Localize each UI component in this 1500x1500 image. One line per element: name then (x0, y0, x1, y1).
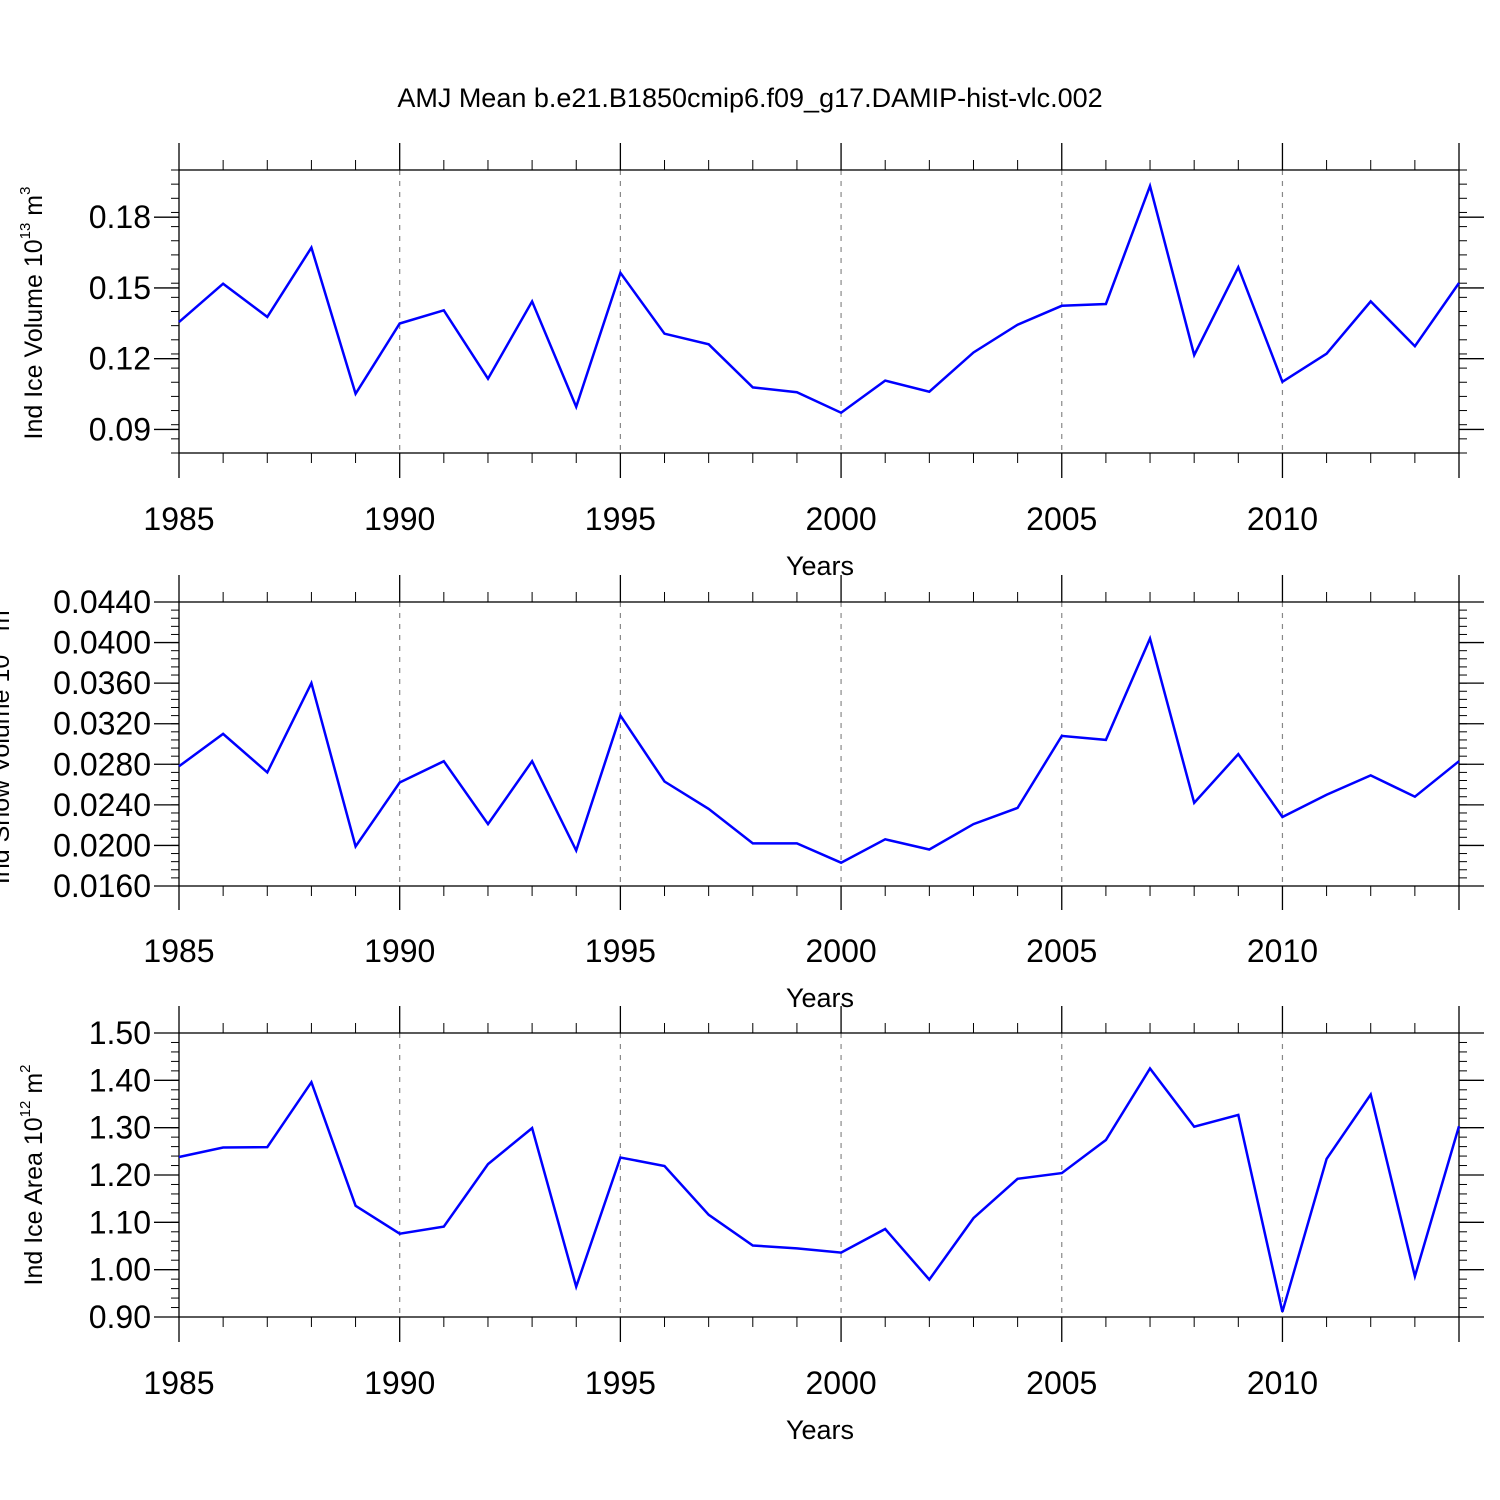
panel-1-ylabel-main: Ind Snow Volume 10 (0, 655, 15, 884)
panel-1-ylabel: Ind Snow Volume 1013 m3 (0, 602, 15, 884)
panel-0-series-line (178, 181, 1461, 415)
panel-0-y-tick-label: 0.12 (89, 341, 151, 377)
panel-0-x-tick-label: 2000 (805, 501, 876, 537)
panel-2-y-tick-label: 1.00 (89, 1252, 151, 1288)
panel-2-y-tick-label: 1.20 (89, 1157, 151, 1193)
panel-2-ylabel-unit-exp: 2 (17, 1065, 34, 1073)
panel-2-ylabel-unit: m (20, 1073, 48, 1101)
panel-2-y-tick-label: 1.40 (89, 1062, 151, 1098)
panel-2-x-tick-label: 2000 (805, 1365, 876, 1401)
panel-2-x-tick-label: 2010 (1247, 1365, 1318, 1401)
panel-1-y-tick-label: 0.0160 (53, 868, 151, 904)
panel-1-y-tick-label: 0.0360 (53, 665, 151, 701)
panel-0-ylabel: Ind Ice Volume 1013 m3 (17, 187, 48, 440)
panel-2-ylabel-main: Ind Ice Area 10 (20, 1117, 48, 1285)
panel-2-series-line (178, 1066, 1461, 1313)
panel-1-x-tick-label: 2000 (805, 933, 876, 969)
panel-1-y-tick-label: 0.0280 (53, 746, 151, 782)
panel-0-x-tick-label: 1985 (143, 501, 214, 537)
panel-2-y-tick-label: 0.90 (89, 1299, 151, 1335)
ice-volume-panel: Ind Ice Volume 1013 m3 Years 1985 1990 199… (17, 143, 1484, 581)
panel-2-y-tick-label: 1.10 (89, 1204, 151, 1240)
panel-0-x-tick-label: 1990 (364, 501, 435, 537)
panel-1-y-tick-label: 0.0200 (53, 827, 151, 863)
ice-area-panel: Ind Ice Area 1012 m2 Years 1985 1990 1995 2… (17, 1006, 1484, 1445)
chart-title: AMJ Mean b.e21.B1850cmip6.f09_g17.DAMIP-… (397, 83, 1102, 113)
panel-1-series-line (178, 634, 1460, 865)
panel-2-ylabel: Ind Ice Area 1012 m2 (17, 1065, 48, 1286)
panel-1-y-tick-label: 0.0400 (53, 625, 151, 661)
panel-0-y-tick-label: 0.15 (89, 270, 151, 306)
panel-1-y-tick-label: 0.0440 (53, 584, 151, 620)
panel-2-ylabel-exp: 12 (17, 1101, 34, 1118)
panel-2-x-tick-label: 1990 (364, 1365, 435, 1401)
panel-2-y-tick-label: 1.30 (89, 1110, 151, 1146)
panel-0-ylabel-unit: m (20, 195, 48, 223)
panel-1-y-tick-label: 0.0320 (53, 706, 151, 742)
panel-1-ylabel-unit: m (0, 610, 15, 638)
panel-1-x-tick-label: 1990 (364, 933, 435, 969)
panel-0-ylabel-unit-exp: 3 (17, 187, 34, 195)
panel-0-xlabel: Years (786, 551, 854, 581)
panel-1-xlabel: Years (786, 983, 854, 1013)
panel-0-x-tick-label: 2005 (1026, 501, 1097, 537)
panel-2-y-tick-label: 1.50 (89, 1015, 151, 1051)
panel-1-x-tick-label: 2010 (1247, 933, 1318, 969)
panel-2-x-tick-label: 1995 (585, 1365, 656, 1401)
panel-0-ylabel-main: Ind Ice Volume 10 (20, 239, 48, 439)
panel-0-ylabel-exp: 13 (17, 223, 34, 240)
panel-1-ylabel-exp: 13 (0, 638, 1, 655)
panel-2-frame (178, 1032, 1460, 1318)
panel-2-x-tick-label: 1985 (143, 1365, 214, 1401)
snow-volume-panel: Ind Snow Volume 1013 m3 Years 1985 1990 19… (0, 575, 1484, 1013)
panel-1-x-tick-label: 2005 (1026, 933, 1097, 969)
panel-2-xlabel: Years (786, 1415, 854, 1445)
panel-0-frame (178, 169, 1460, 454)
panel-0-y-tick-label: 0.09 (89, 411, 151, 447)
panel-1-frame (178, 601, 1460, 887)
panel-0-x-tick-label: 1995 (585, 501, 656, 537)
panel-1-x-tick-label: 1985 (143, 933, 214, 969)
panel-2-x-tick-label: 2005 (1026, 1365, 1097, 1401)
panel-0-y-tick-label: 0.18 (89, 199, 151, 235)
panel-1-x-tick-label: 1995 (585, 933, 656, 969)
panel-1-y-tick-label: 0.0240 (53, 787, 151, 823)
panel-0-x-tick-label: 2010 (1247, 501, 1318, 537)
panel-1-ylabel-unit-exp: 3 (0, 602, 1, 610)
